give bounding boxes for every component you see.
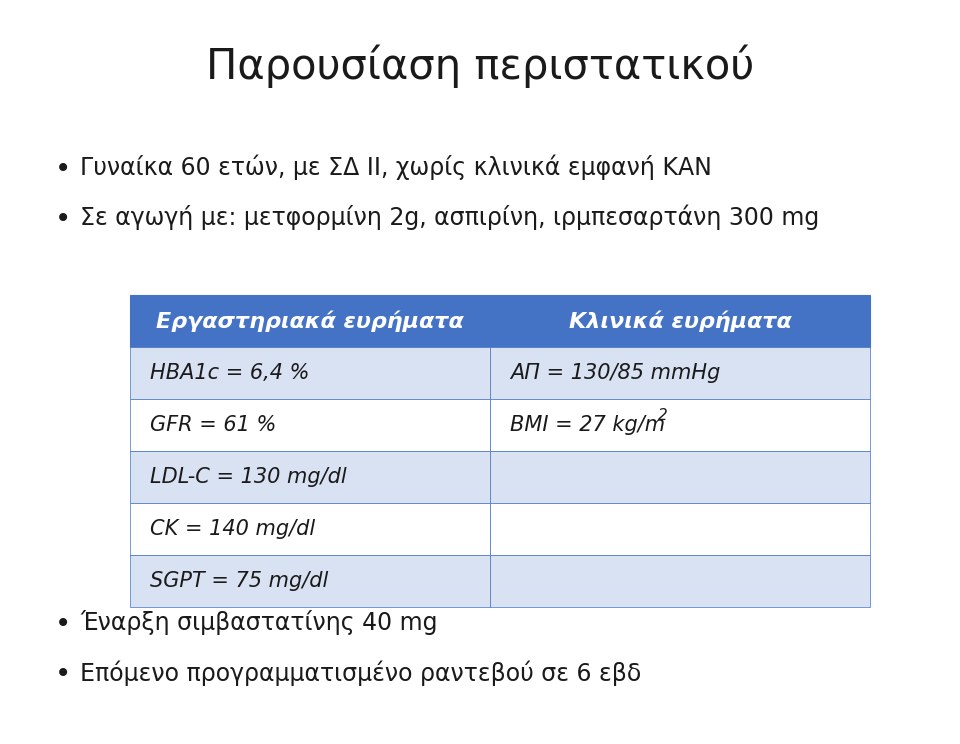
Bar [130,451,490,503]
Text: Σε αγωγή με: μετφορμίνη 2g, ασπιρίνη, ιρμπεσαρτάνη 300 mg: Σε αγωγή με: μετφορμίνη 2g, ασπιρίνη, ιρ… [80,205,819,231]
Text: Κλινικά ευρήματα: Κλινικά ευρήματα [568,310,791,332]
Bar [130,347,490,399]
Text: CK = 140 mg/dl: CK = 140 mg/dl [150,519,315,539]
Text: BMI = 27 kg/m: BMI = 27 kg/m [510,415,665,435]
Text: Γυναίκα 60 ετών, με ΣΔ ΙΙ, χωρίς κλινικά εμφανή ΚΑΝ: Γυναίκα 60 ετών, με ΣΔ ΙΙ, χωρίς κλινικά… [80,155,712,181]
Text: LDL-C = 130 mg/dl: LDL-C = 130 mg/dl [150,467,347,487]
Bar [490,347,870,399]
Text: HBA1c = 6,4 %: HBA1c = 6,4 % [150,363,309,383]
Bar [490,503,870,555]
Text: 2: 2 [658,408,668,423]
Text: Έναρξη σιμβαστατίνης 40 mg: Έναρξη σιμβαστατίνης 40 mg [80,610,438,635]
Bar [130,295,490,347]
Bar [490,451,870,503]
Text: •: • [55,660,71,688]
Text: Επόμενο προγραμματισμένο ραντεβού σε 6 εβδ: Επόμενο προγραμματισμένο ραντεβού σε 6 ε… [80,660,641,685]
Bar [490,399,870,451]
Bar [130,503,490,555]
Bar [130,555,490,607]
Text: ΑΠ = 130/85 mmHg: ΑΠ = 130/85 mmHg [510,363,720,383]
Text: •: • [55,205,71,233]
Text: Παρουσίαση περιστατικού: Παρουσίαση περιστατικού [205,45,755,89]
Text: SGPT = 75 mg/dl: SGPT = 75 mg/dl [150,571,328,591]
Bar [130,399,490,451]
Text: •: • [55,155,71,183]
Text: GFR = 61 %: GFR = 61 % [150,415,276,435]
Bar [490,295,870,347]
Bar [490,555,870,607]
Text: Εργαστηριακά ευρήματα: Εργαστηριακά ευρήματα [156,310,464,332]
Text: •: • [55,610,71,638]
